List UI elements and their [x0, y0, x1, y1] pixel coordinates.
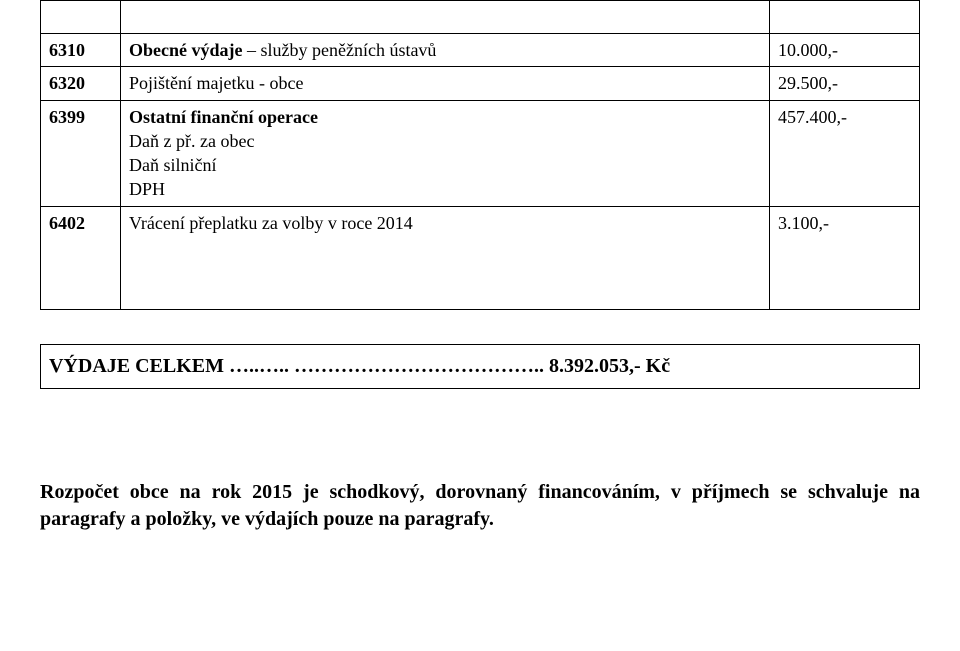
row-value: 3.100,- [770, 206, 920, 309]
row-desc: Pojištění majetku - obce [121, 67, 770, 100]
row-desc: Obecné výdaje – služby peněžních ústavů [121, 34, 770, 67]
summary-cell: VÝDAJE CELKEM …..….. ……………………………….. 8.39… [41, 345, 920, 389]
table-row: 6402 Vrácení přeplatku za volby v roce 2… [41, 206, 920, 309]
table-row: 6320 Pojištění majetku - obce 29.500,- [41, 67, 920, 100]
footer-text: Rozpočet obce na rok 2015 je schodkový, … [40, 479, 920, 533]
row-desc: Ostatní finanční operace Daň z př. za ob… [121, 100, 770, 206]
row-code: 6310 [41, 34, 121, 67]
budget-table: 6310 Obecné výdaje – služby peněžních ús… [40, 0, 920, 310]
table-empty-row [41, 1, 920, 34]
row-desc: Vrácení přeplatku za volby v roce 2014 [121, 206, 770, 309]
row-value: 10.000,- [770, 34, 920, 67]
summary-label: VÝDAJE CELKEM [49, 355, 224, 377]
row-code: 6320 [41, 67, 121, 100]
summary-value: 8.392.053,- Kč [549, 355, 670, 377]
row-value: 29.500,- [770, 67, 920, 100]
summary-table: VÝDAJE CELKEM …..….. ……………………………….. 8.39… [40, 344, 920, 389]
table-row: 6310 Obecné výdaje – služby peněžních ús… [41, 34, 920, 67]
table-row: 6399 Ostatní finanční operace Daň z př. … [41, 100, 920, 206]
summary-dots: …..….. ……………………………….. [229, 355, 544, 377]
row-code: 6402 [41, 206, 121, 309]
row-code: 6399 [41, 100, 121, 206]
row-value: 457.400,- [770, 100, 920, 206]
